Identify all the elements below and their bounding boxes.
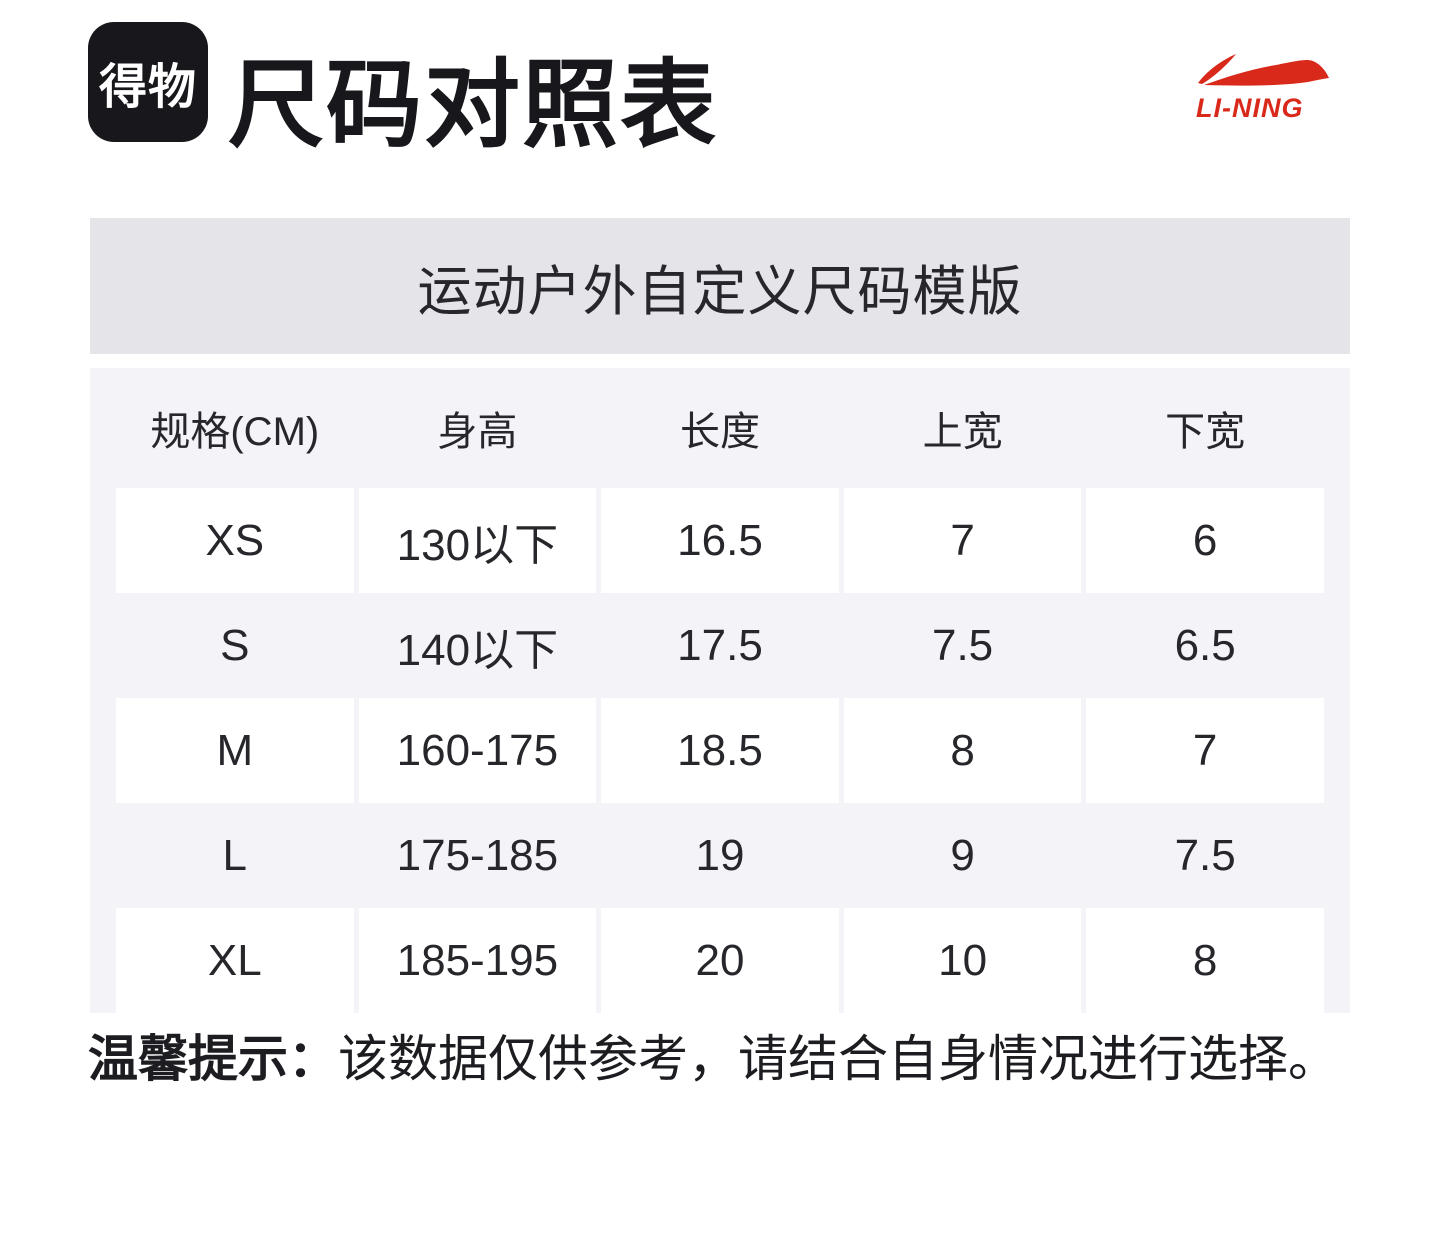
table-cell: 18.5	[601, 698, 839, 803]
lining-logo-text: LI-NING	[1196, 93, 1304, 123]
template-banner: 运动户外自定义尺码模版	[90, 218, 1350, 354]
table-cell: M	[116, 698, 354, 803]
table-row: L 175-185 19 9 7.5	[90, 803, 1350, 908]
dewu-logo: 得物	[88, 22, 208, 142]
note: 温馨提示：该数据仅供参考，请结合自身情况进行选择。	[88, 1024, 1338, 1094]
table-row: M 160-175 18.5 8 7	[90, 698, 1350, 803]
table-cell: 10	[843, 908, 1082, 1013]
lining-logo: LI-NING	[1196, 52, 1336, 124]
table-cell: 7.5	[1174, 830, 1236, 880]
table-row: XL 185-195 20 10 8	[90, 908, 1350, 1013]
table-header-row: 规格(CM) 身高 长度 上宽 下宽	[90, 368, 1350, 488]
table-cell: 20	[601, 908, 839, 1013]
dewu-logo-text: 得物	[98, 61, 197, 114]
table-cell: 175-185	[396, 830, 559, 880]
table-cell: 19	[695, 830, 745, 880]
table-cell: 8	[1086, 908, 1324, 1013]
table-cell: 17.5	[677, 620, 763, 670]
template-banner-text: 运动户外自定义尺码模版	[417, 261, 1023, 322]
table-cell: 8	[843, 698, 1082, 803]
page-title: 尺码对照表	[228, 52, 718, 159]
table-cell: 6.5	[1174, 620, 1236, 670]
table-cell: S	[220, 620, 250, 670]
column-header: 身高	[437, 410, 518, 454]
table-cell: XL	[116, 908, 354, 1013]
table-cell: 160-175	[358, 698, 597, 803]
table-cell: 7	[843, 488, 1082, 593]
note-label: 温馨提示：	[88, 1031, 338, 1087]
column-header: 长度	[679, 410, 760, 454]
table-cell: 185-195	[358, 908, 597, 1013]
column-header: 规格(CM)	[150, 410, 320, 454]
note-text: 该数据仅供参考，请结合自身情况进行选择。	[338, 1031, 1338, 1087]
column-header: 上宽	[922, 410, 1003, 454]
table-cell: 9	[950, 830, 975, 880]
table-cell: 7	[1086, 698, 1324, 803]
table-cell: 140以下	[396, 625, 559, 675]
table-cell: 130以下	[358, 488, 597, 593]
table-row: XS 130以下 16.5 7 6	[90, 488, 1350, 593]
table-cell: XS	[116, 488, 354, 593]
table-body: XS 130以下 16.5 7 6 S 140以下 17.5 7.5 6.5 M 160-175 18.…	[90, 488, 1350, 1013]
size-table: 规格(CM) 身高 长度 上宽 下宽 XS 130以下 16.5 7 6 S 140以下 17.5 7.…	[90, 368, 1350, 1013]
table-cell: 6	[1086, 488, 1324, 593]
table-cell: 16.5	[601, 488, 839, 593]
table-cell: L	[222, 830, 248, 880]
table-cell: 7.5	[931, 620, 994, 670]
lining-swoosh-icon	[1198, 54, 1329, 86]
table-row: S 140以下 17.5 7.5 6.5	[90, 593, 1350, 698]
column-header: 下宽	[1165, 410, 1246, 454]
